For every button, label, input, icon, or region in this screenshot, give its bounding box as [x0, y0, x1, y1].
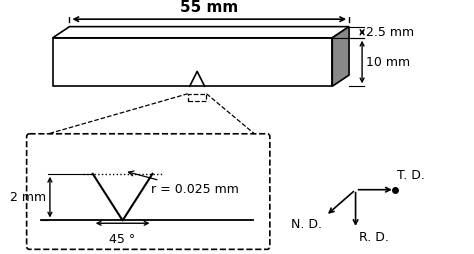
- Text: 2 mm: 2 mm: [10, 191, 46, 204]
- Polygon shape: [332, 27, 349, 86]
- Text: 45 °: 45 °: [109, 233, 136, 246]
- Text: 55 mm: 55 mm: [180, 0, 238, 14]
- Text: N. D.: N. D.: [291, 218, 322, 231]
- Text: r = 0.025 mm: r = 0.025 mm: [128, 171, 238, 196]
- FancyBboxPatch shape: [27, 134, 270, 249]
- Text: T. D.: T. D.: [397, 169, 424, 182]
- Polygon shape: [53, 38, 332, 86]
- Bar: [188, 94, 207, 101]
- Text: 2.5 mm: 2.5 mm: [366, 26, 414, 39]
- Text: 10 mm: 10 mm: [366, 56, 410, 69]
- Polygon shape: [53, 27, 349, 38]
- Text: R. D.: R. D.: [359, 231, 389, 244]
